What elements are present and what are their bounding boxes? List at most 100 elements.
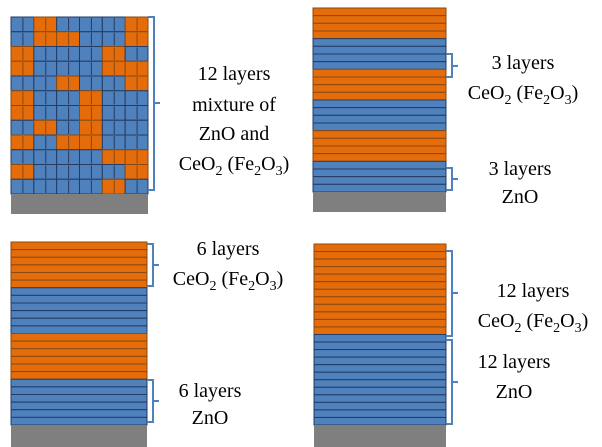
substrate-alternating-3 [313, 192, 446, 212]
bracket-alternating-6-bottom [147, 379, 159, 423]
block-seam [68, 18, 70, 31]
block-seam [22, 180, 24, 193]
block-seam [136, 150, 138, 164]
block-seam [22, 32, 24, 46]
ceo2-layer [313, 273, 447, 283]
ceo2-layer [312, 15, 447, 24]
zno-layer [312, 122, 447, 132]
block-seam [68, 121, 70, 134]
block-seam [90, 106, 92, 120]
block-seam [113, 180, 115, 193]
block-seam [136, 47, 138, 61]
bracket-mixture [148, 16, 160, 191]
block-seam [22, 62, 24, 75]
alternating-3-bottom-line1: 3 layers [489, 158, 552, 180]
ceo2-layer [313, 266, 447, 275]
zno-layer [313, 371, 447, 381]
block-seam [136, 77, 138, 90]
zno-layer [10, 401, 148, 411]
substrate-bilayer-12 [314, 425, 446, 447]
zno-layer [313, 409, 447, 418]
ceo2-layer [312, 130, 447, 139]
block-seam [45, 62, 47, 75]
block-seam [113, 136, 115, 149]
ceo2-layer [10, 256, 148, 266]
block-seam [68, 150, 70, 164]
block-seam [113, 150, 115, 164]
ceo2-layer [313, 326, 447, 336]
block-seam [136, 106, 138, 120]
zno-layer [312, 61, 447, 70]
block-seam [68, 136, 70, 149]
ceo2-layer [10, 355, 148, 365]
mixture-stack [10, 16, 149, 195]
block-seam [90, 18, 92, 31]
block-seam [68, 32, 70, 46]
block-seam [90, 150, 92, 164]
block-seam [45, 32, 47, 46]
zno-layer [10, 302, 148, 312]
zno-layer [312, 114, 447, 124]
block-seam [136, 32, 138, 46]
zno-layer [10, 378, 148, 388]
ceo2-layer [10, 348, 148, 357]
zno-layer [312, 160, 447, 170]
alternating-3-top-line1: 3 layers [492, 52, 555, 74]
zno-layer [313, 401, 447, 411]
block-seam [22, 136, 24, 149]
block-seam [136, 136, 138, 149]
zno-layer [313, 334, 447, 343]
block-seam [22, 47, 24, 61]
block-seam [136, 121, 138, 134]
ceo2-layer [312, 76, 447, 86]
bilayer-12-bottom-line2: ZnO [496, 381, 533, 403]
block-seam [113, 77, 115, 90]
zno-layer [312, 53, 447, 63]
block-seam [45, 150, 47, 164]
block-seam [90, 77, 92, 90]
block-seam [113, 106, 115, 120]
zno-layer [313, 364, 447, 373]
ceo2-layer [312, 68, 447, 78]
ceo2-layer [312, 145, 447, 155]
ceo2-layer [10, 371, 148, 380]
alternating-3-top-formula: CeO2 (Fe2O3) [468, 82, 578, 108]
block-seam [90, 47, 92, 61]
block-seam [90, 136, 92, 149]
panel-alternating-6: 6 layers CeO2 (Fe2O3) 6 layers ZnO [10, 238, 283, 447]
block-seam [45, 47, 47, 61]
ceo2-layer [10, 340, 148, 350]
zno-layer [312, 99, 447, 109]
bilayer-12-stack [313, 243, 447, 426]
ceo2-layer [10, 363, 148, 373]
block-seam [22, 106, 24, 120]
ceo2-layer [313, 318, 447, 328]
zno-layer [312, 183, 447, 193]
block-seam [68, 62, 70, 75]
block-seam [68, 180, 70, 193]
block-seam [22, 121, 24, 134]
zno-layer [313, 349, 447, 358]
bracket-bilayer-12-bottom [446, 339, 458, 425]
block-seam [22, 150, 24, 164]
ceo2-layer [313, 243, 447, 253]
panel-bilayer-12: 12 layers CeO2 (Fe2O3) 12 layers ZnO [313, 243, 588, 447]
block-seam [90, 165, 92, 179]
block-seam [113, 47, 115, 61]
bracket-alternating-3-top [446, 53, 458, 78]
block-seam [68, 91, 70, 105]
block-seam [113, 32, 115, 46]
block-seam [45, 121, 47, 134]
ceo2-layer [10, 272, 148, 281]
block-seam [45, 180, 47, 193]
ceo2-layer [312, 137, 447, 147]
alternating-3-bottom-line2: ZnO [502, 186, 539, 208]
zno-layer [313, 356, 447, 366]
block-seam [90, 91, 92, 105]
block-seam [90, 121, 92, 134]
ceo2-layer [312, 22, 447, 32]
block-seam [113, 165, 115, 179]
block-seam [22, 77, 24, 90]
block-seam [45, 106, 47, 120]
ceo2-layer [10, 264, 148, 273]
